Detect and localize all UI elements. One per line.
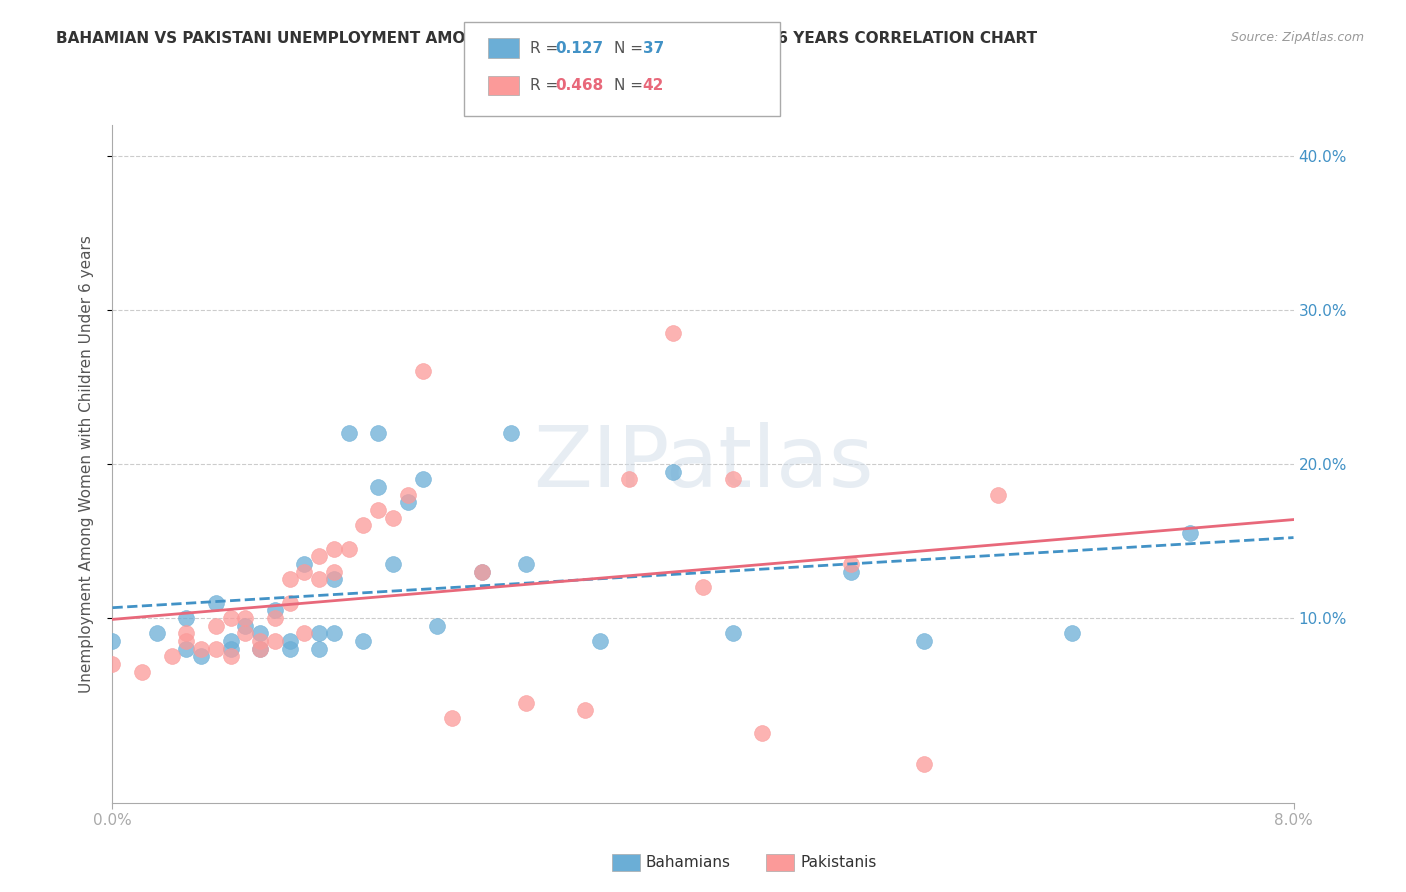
Text: Bahamians: Bahamians <box>645 855 730 870</box>
Point <box>588 634 610 648</box>
Point <box>412 472 434 486</box>
Text: Pakistanis: Pakistanis <box>800 855 876 870</box>
Point <box>219 634 242 648</box>
Point <box>174 626 197 640</box>
Y-axis label: Unemployment Among Women with Children Under 6 years: Unemployment Among Women with Children U… <box>79 235 94 693</box>
Point <box>574 703 596 717</box>
Point <box>249 641 271 656</box>
Text: 0.468: 0.468 <box>555 78 603 93</box>
Point <box>323 541 346 556</box>
Point <box>515 557 537 571</box>
Point <box>308 573 330 587</box>
Text: Source: ZipAtlas.com: Source: ZipAtlas.com <box>1230 31 1364 45</box>
Point <box>323 626 346 640</box>
Point <box>914 757 936 772</box>
Point <box>101 634 124 648</box>
Point <box>190 649 212 664</box>
Point <box>205 618 228 632</box>
Point <box>323 565 346 579</box>
Text: R =: R = <box>530 78 564 93</box>
Text: N =: N = <box>614 78 648 93</box>
Point <box>367 503 389 517</box>
Point <box>219 641 242 656</box>
Point <box>367 425 389 440</box>
Point <box>721 472 744 486</box>
Point <box>382 557 405 571</box>
Point <box>471 565 494 579</box>
Point <box>160 649 183 664</box>
Point <box>174 634 197 648</box>
Point <box>721 626 744 640</box>
Point <box>987 488 1010 502</box>
Point <box>914 634 936 648</box>
Point <box>1178 526 1201 541</box>
Text: R =: R = <box>530 41 564 55</box>
Point <box>501 425 523 440</box>
Point <box>219 611 242 625</box>
Point <box>205 595 228 609</box>
Point <box>367 480 389 494</box>
Point <box>352 518 374 533</box>
Point <box>174 611 197 625</box>
Text: BAHAMIAN VS PAKISTANI UNEMPLOYMENT AMONG WOMEN WITH CHILDREN UNDER 6 YEARS CORRE: BAHAMIAN VS PAKISTANI UNEMPLOYMENT AMONG… <box>56 31 1038 46</box>
Point <box>190 641 212 656</box>
Point <box>264 634 287 648</box>
Point <box>146 626 169 640</box>
Point <box>662 326 685 340</box>
Point <box>308 626 330 640</box>
Point <box>471 565 494 579</box>
Point <box>337 425 360 440</box>
Point <box>441 711 464 725</box>
Point <box>308 549 330 564</box>
Point <box>839 565 862 579</box>
Point <box>323 573 346 587</box>
Point <box>264 611 287 625</box>
Point <box>233 611 256 625</box>
Point <box>131 665 153 679</box>
Text: N =: N = <box>614 41 648 55</box>
Point <box>233 618 256 632</box>
Point <box>412 364 434 378</box>
Point <box>174 641 197 656</box>
Point <box>662 465 685 479</box>
Point <box>249 634 271 648</box>
Point <box>278 573 301 587</box>
Point <box>692 580 714 594</box>
Point <box>515 696 537 710</box>
Point <box>249 626 271 640</box>
Point <box>264 603 287 617</box>
Text: ZIPatlas: ZIPatlas <box>533 422 873 506</box>
Point <box>278 634 301 648</box>
Point <box>278 641 301 656</box>
Point <box>308 641 330 656</box>
Point <box>352 634 374 648</box>
Point <box>382 510 405 524</box>
Text: 42: 42 <box>643 78 664 93</box>
Point <box>219 649 242 664</box>
Text: 0.127: 0.127 <box>555 41 603 55</box>
Point <box>619 472 641 486</box>
Point <box>292 557 315 571</box>
Point <box>1062 626 1084 640</box>
Point <box>292 565 315 579</box>
Point <box>337 541 360 556</box>
Point <box>426 618 449 632</box>
Point <box>205 641 228 656</box>
Text: 37: 37 <box>643 41 664 55</box>
Point <box>839 557 862 571</box>
Point <box>292 626 315 640</box>
Point <box>396 495 419 509</box>
Point <box>751 726 773 740</box>
Point <box>249 641 271 656</box>
Point <box>396 488 419 502</box>
Point <box>101 657 124 672</box>
Point <box>233 626 256 640</box>
Point <box>278 595 301 609</box>
